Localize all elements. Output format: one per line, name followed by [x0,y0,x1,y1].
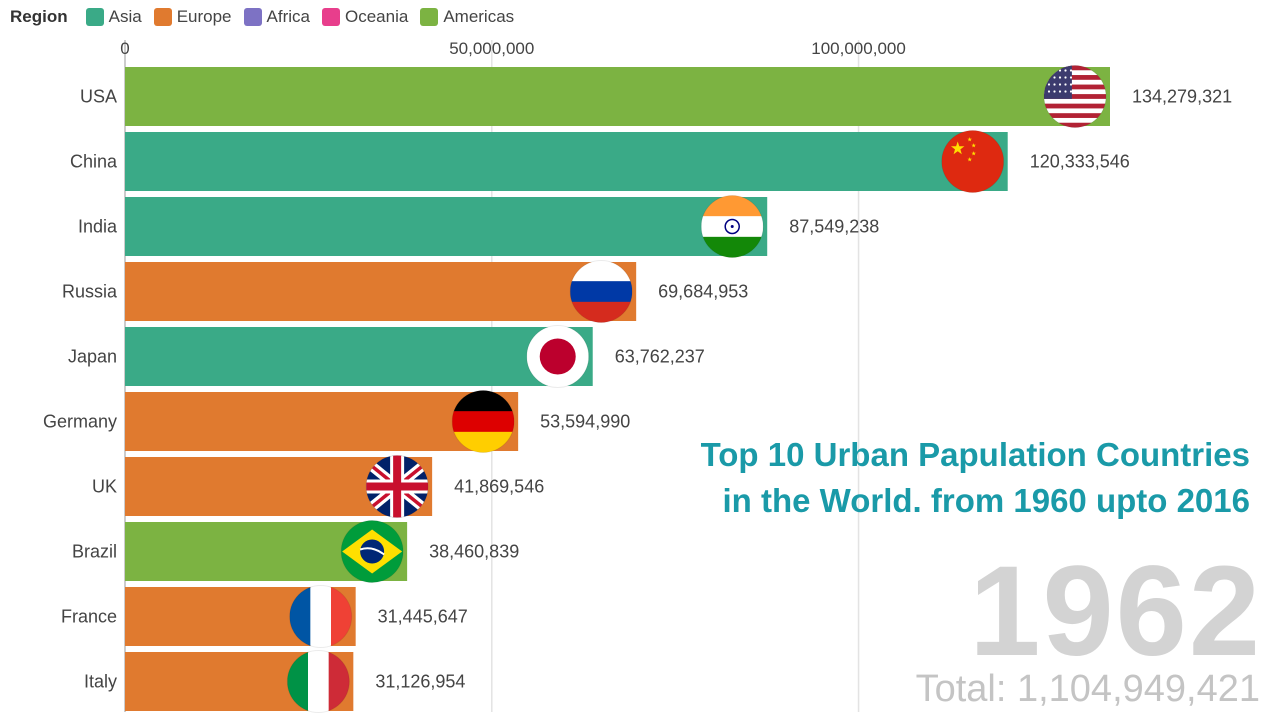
category-label: USA [80,87,117,107]
legend-item-asia[interactable]: Asia [85,7,142,27]
category-label: China [70,152,118,172]
legend-label-africa: Africa [266,7,310,26]
bar-group-uk: UK 41,869,546 [92,455,544,518]
value-label: 63,762,237 [615,347,705,367]
x-tick-label: 100,000,000 [811,39,906,58]
category-label: Germany [43,412,117,432]
category-label: Japan [68,347,117,367]
total-label: Total: 1,104,949,421 [915,668,1260,710]
category-label: UK [92,477,117,497]
legend-label-asia: Asia [108,7,142,26]
bar-group-usa: USA 134,279,321 [80,65,1232,128]
uk-flag [366,455,429,518]
legend-label-europe: Europe [176,7,232,26]
category-label: France [61,607,117,627]
legend-swatch-africa [243,8,262,26]
legend: Region Asia Europe Africa Oceania Americ… [10,6,518,28]
value-label: 38,460,839 [429,542,519,562]
bars-layer: USA 134,279,321 China 120,333,546 India 87,54… [43,65,1232,713]
value-label: 31,126,954 [375,672,465,692]
value-label: 87,549,238 [789,217,879,237]
bar-group-italy: Italy 31,126,954 [84,650,465,713]
value-label: 53,594,990 [540,412,630,432]
headline-line-2: in the World. from 1960 upto 2016 [722,482,1250,519]
value-label: 134,279,321 [1132,87,1232,107]
legend-item-oceania[interactable]: Oceania [321,7,409,27]
bar-russia[interactable] [125,262,637,321]
category-label: Italy [84,672,117,692]
chart-headline: Top 10 Urban Papulation Countries in the… [550,432,1250,524]
category-label: Russia [62,282,118,302]
legend-swatch-asia [85,8,104,26]
bar-group-japan: Japan 63,762,237 [68,325,705,388]
bar-japan[interactable] [125,327,593,386]
legend-label-americas: Americas [443,7,515,26]
bar-india[interactable] [125,197,768,256]
legend-label-oceania: Oceania [344,7,409,26]
legend-item-europe[interactable]: Europe [153,7,232,27]
legend-swatch-oceania [321,8,340,26]
category-label: Brazil [72,542,117,562]
bar-group-brazil: Brazil 38,460,839 [72,520,519,583]
bar-group-germany: Germany 53,594,990 [43,390,630,453]
bar-group-russia: Russia 69,684,953 [62,260,748,323]
legend-swatch-americas [420,8,439,26]
legend-item-americas[interactable]: Americas [420,7,514,27]
bar-group-china: China 120,333,546 [70,130,1130,193]
france-flag [289,585,352,648]
value-label: 41,869,546 [454,477,544,497]
headline-line-1: Top 10 Urban Papulation Countries [700,436,1250,473]
italy-flag [287,650,350,713]
legend-title: Region [10,7,68,26]
japan-flag [526,325,589,388]
bar-china[interactable] [125,132,1008,191]
legend-swatch-europe [153,8,172,26]
legend-item-africa[interactable]: Africa [243,7,310,27]
value-label: 69,684,953 [658,282,748,302]
germany-flag [452,390,515,453]
russia-flag [570,260,633,323]
x-tick-label: 50,000,000 [449,39,534,58]
value-label: 31,445,647 [378,607,468,627]
value-label: 120,333,546 [1030,152,1130,172]
bar-usa[interactable] [125,67,1110,126]
bar-group-france: France 31,445,647 [61,585,468,648]
x-tick-label: 0 [120,39,129,58]
china-flag [941,130,1004,193]
bar-group-india: India 87,549,238 [78,195,879,258]
year-label: 1962 [969,540,1262,683]
usa-flag [1044,65,1106,128]
category-label: India [78,217,118,237]
india-flag [701,195,764,258]
brazil-flag [341,520,404,583]
